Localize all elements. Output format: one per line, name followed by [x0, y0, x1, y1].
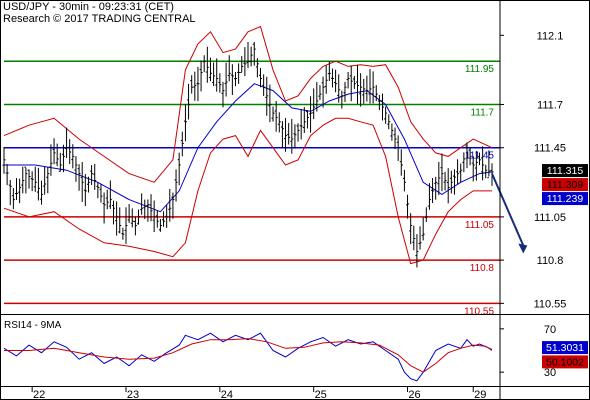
lower-band-line: [3, 117, 492, 265]
price-badge-label: 111.309: [547, 179, 584, 191]
price-badge: [542, 164, 588, 178]
rsi-badge-label: 50.1002: [546, 356, 584, 368]
chart-copyright: Research © 2017 TRADING CENTRAL: [3, 13, 196, 25]
price-badge-label: 111.315: [547, 165, 584, 177]
x-tick-label: 25: [315, 389, 327, 400]
x-tick-label: 24: [221, 389, 233, 400]
level-label: 111.95: [465, 64, 495, 75]
rsi-y-tick-label: 30: [544, 367, 556, 379]
level-label: 111.05: [465, 220, 495, 231]
y-tick-label: 110.8: [537, 255, 564, 267]
upper-band-line: [3, 25, 493, 183]
level-label: 110.55: [464, 306, 494, 317]
level-label: 111.7: [470, 107, 494, 118]
x-tick-label: 29: [474, 389, 486, 400]
rsi-panel: RSI14 - 9MA: [3, 320, 493, 382]
x-tick-label: 26: [408, 389, 420, 400]
rsi-series-line: [3, 332, 493, 382]
y-tick-label: 111.45: [534, 143, 566, 155]
y-tick-label: 112.1: [537, 30, 564, 42]
chart-title: USD/JPY - 30min - 09:23:31 (CET): [3, 1, 174, 13]
forecast-arrow-head: [518, 243, 528, 254]
price-badge: [542, 178, 588, 192]
x-tick-label: 23: [127, 389, 139, 400]
rsi-badge-label: 51.3031: [546, 342, 584, 354]
rsi-badge: [542, 355, 588, 369]
level-label: 110.8: [470, 263, 495, 274]
rsi-series-line: [4, 338, 493, 373]
rsi-title: RSI14 - 9MA: [4, 320, 62, 331]
rsi-y-tick-label: 70: [544, 324, 556, 336]
y-tick-label: 111.7: [537, 99, 563, 111]
y-tick-label: 110.55: [534, 298, 567, 310]
price-badge-label: 111.239: [547, 193, 584, 205]
moving-average-line: [4, 83, 493, 213]
forecast-arrow: [491, 173, 525, 246]
y-tick-label: 111.05: [534, 212, 566, 224]
x-tick-label: 22: [33, 389, 45, 400]
price-badge: [542, 192, 588, 206]
rsi-badge: [542, 341, 588, 355]
